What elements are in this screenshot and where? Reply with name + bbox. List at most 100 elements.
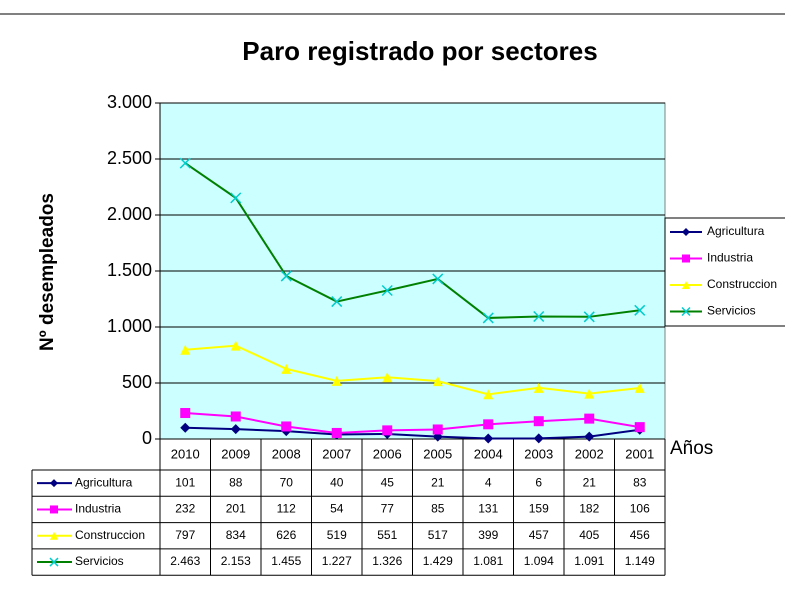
table-cell: 106 [630, 502, 650, 516]
table-row-label: Industria [75, 502, 121, 516]
table-cell: 797 [175, 528, 195, 542]
x-tick-label: 2009 [221, 446, 250, 461]
table-legend-marker [50, 479, 58, 488]
table-cell: 40 [330, 475, 344, 489]
legend [664, 217, 785, 327]
table-cell: 456 [630, 528, 650, 542]
series-line [184, 162, 640, 319]
table-cell: 131 [478, 502, 498, 516]
table-cell: 1.091 [574, 554, 604, 568]
x-tick-label: 2004 [474, 446, 503, 461]
x-tick-label: 2001 [625, 446, 654, 461]
x-tick-label: 2010 [171, 446, 200, 461]
point [331, 427, 342, 438]
table-cell: 83 [633, 475, 647, 489]
y-tick-label: 1.500 [107, 260, 152, 280]
point [382, 372, 393, 383]
table-cell: 21 [583, 475, 597, 489]
point [280, 270, 292, 282]
point [584, 413, 595, 424]
point [281, 421, 292, 432]
table-cell: 405 [579, 528, 599, 542]
x-tick-label: 2007 [322, 446, 351, 461]
y-tick-label: 3.000 [107, 92, 152, 112]
table-cell: 77 [381, 502, 395, 516]
table-cell: 517 [428, 528, 448, 542]
point [583, 311, 595, 323]
table-cell: 1.455 [271, 554, 301, 568]
point [533, 310, 545, 323]
x-tick-label: 2008 [272, 446, 301, 461]
series-line [185, 344, 640, 396]
legend-label: Industria [707, 251, 753, 265]
y-tick-label: 0 [142, 428, 152, 448]
table-cell: 834 [226, 528, 246, 542]
point [483, 389, 494, 400]
point [634, 382, 645, 393]
point [230, 340, 241, 351]
table-cell: 1.227 [322, 554, 352, 568]
table-cell: 2.153 [221, 554, 251, 568]
point [331, 296, 343, 308]
legend-label: Construccion [707, 277, 777, 291]
table-cell: 159 [529, 502, 549, 516]
table-cell: 45 [381, 475, 395, 489]
x-tick-label: 2006 [373, 446, 402, 461]
point [382, 425, 393, 436]
point [180, 422, 191, 433]
table-cell: 1.149 [625, 554, 655, 568]
point [432, 376, 443, 387]
table-cell: 112 [277, 502, 296, 516]
point [381, 284, 393, 297]
table-cell: 182 [579, 502, 599, 516]
table-cell: 54 [330, 502, 344, 516]
table-cell: 457 [529, 528, 549, 542]
legend-marker [681, 306, 691, 317]
y-tick-label: 2.500 [107, 148, 152, 168]
point [180, 408, 191, 419]
table-cell: 85 [431, 502, 445, 516]
point [230, 411, 241, 422]
point [483, 419, 494, 430]
table-row-label: Construccion [75, 528, 145, 542]
table-cell: 232 [175, 502, 195, 516]
chart-title: Paro registrado por sectores [242, 36, 597, 66]
point [230, 424, 241, 435]
table-cell: 101 [175, 475, 195, 489]
table-cell: 1.429 [423, 554, 453, 568]
point [432, 273, 444, 285]
point [483, 433, 494, 444]
x-tick-label: 2005 [423, 446, 452, 461]
table-cell: 6 [535, 475, 542, 489]
table-legend-marker [50, 505, 58, 514]
legend-marker [682, 254, 690, 263]
table-row-label: Agricultura [75, 475, 133, 489]
table-cell: 626 [276, 528, 296, 542]
y-axis-label: Nº desempleados [37, 193, 58, 351]
point [281, 363, 292, 374]
point [533, 382, 544, 393]
legend-label: Servicios [707, 304, 756, 318]
table-cell: 88 [229, 475, 243, 489]
x-tick-label: 2003 [524, 446, 553, 461]
table-legend-marker [50, 531, 58, 540]
table-cell: 551 [377, 528, 397, 542]
legend-label: Agricultura [707, 224, 765, 238]
table-cell: 2.463 [170, 554, 200, 568]
point [180, 344, 191, 355]
point [482, 312, 494, 324]
point [584, 431, 595, 442]
point [533, 433, 544, 444]
table-legend-marker [49, 557, 59, 567]
point [634, 304, 646, 316]
x-axis-label: Años [670, 438, 713, 459]
table-cell: 1.326 [372, 554, 402, 568]
series-line [185, 426, 640, 440]
point [179, 157, 191, 169]
y-tick-label: 2.000 [107, 204, 152, 224]
series-line [185, 412, 640, 434]
table-cell: 70 [280, 475, 294, 489]
table-cell: 399 [478, 528, 498, 542]
